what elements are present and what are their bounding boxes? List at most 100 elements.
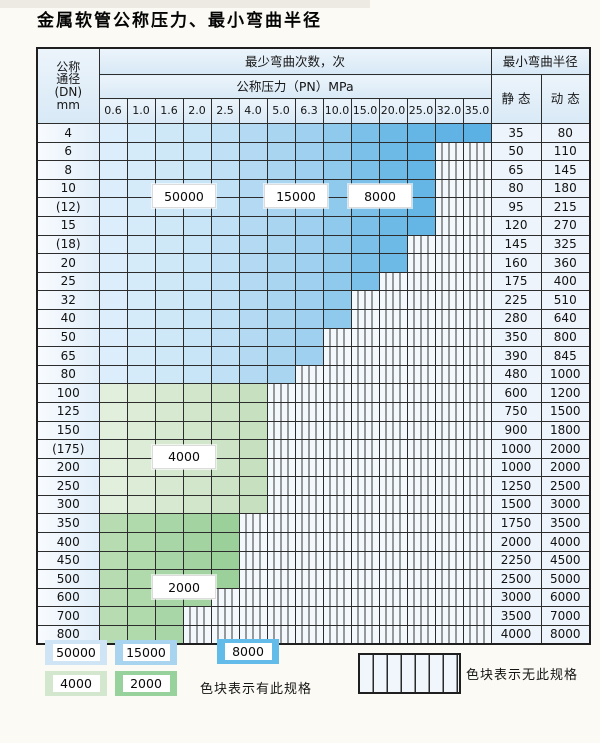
static-radius-value: 35 xyxy=(490,123,542,143)
static-radius-value: 1750 xyxy=(490,513,542,534)
spec-cell-unavailable xyxy=(322,364,352,385)
spec-cell-available xyxy=(210,550,240,571)
dynamic-radius-value: 180 xyxy=(540,178,591,199)
static-radius-value: 1250 xyxy=(490,476,542,496)
spec-cell-unavailable xyxy=(406,625,436,645)
static-radius-value: 1000 xyxy=(490,457,542,478)
dynamic-header: 动 态 xyxy=(540,74,591,124)
spec-cell-available xyxy=(266,346,296,366)
dynamic-radius-value: 8000 xyxy=(540,625,591,645)
dynamic-radius-value: 400 xyxy=(540,271,591,292)
spec-cell-available xyxy=(294,271,324,292)
spec-cell-available xyxy=(126,494,156,515)
spec-cell-available xyxy=(294,234,324,255)
dynamic-radius-value: 7000 xyxy=(540,606,591,627)
dynamic-radius-value: 800 xyxy=(540,327,591,348)
pressure-col-header-20.0: 20.0 xyxy=(378,98,408,124)
spec-cell-unavailable xyxy=(406,271,436,292)
dn-value: 4 xyxy=(36,123,100,143)
spec-cell-available xyxy=(126,550,156,571)
dynamic-radius-value: 215 xyxy=(540,197,591,217)
spec-cell-available xyxy=(182,532,212,552)
spec-cell-available xyxy=(210,234,240,255)
spec-cell-unavailable xyxy=(294,625,324,645)
spec-cell-available xyxy=(154,327,184,348)
pressure-col-header-0.6: 0.6 xyxy=(98,98,128,124)
dynamic-radius-value: 510 xyxy=(540,290,591,310)
spec-cell-available xyxy=(182,513,212,534)
static-header: 静 态 xyxy=(490,74,542,124)
static-radius-value: 600 xyxy=(490,383,542,403)
spec-row-dn-8: 8 65 145 xyxy=(36,160,591,180)
spec-cell-unavailable xyxy=(322,327,352,348)
spec-cell-unavailable xyxy=(434,457,464,478)
spec-cell-available xyxy=(126,532,156,552)
spec-cell-available xyxy=(266,141,296,162)
spec-cell-available xyxy=(378,141,408,162)
spec-cell-available xyxy=(210,178,240,199)
pressure-col-header-6.3: 6.3 xyxy=(294,98,324,124)
spec-cell-unavailable xyxy=(294,383,324,403)
spec-cell-unavailable xyxy=(434,253,464,273)
legend-swatch-50000-value: 50000 xyxy=(52,644,100,661)
static-radius-value: 1000 xyxy=(490,439,542,459)
spec-cell-available xyxy=(210,532,240,552)
spec-cell-unavailable xyxy=(406,494,436,515)
spec-cell-unavailable xyxy=(462,271,492,292)
dn-value: 80 xyxy=(36,364,100,385)
dynamic-radius-value: 325 xyxy=(540,234,591,255)
spec-cell-unavailable xyxy=(462,383,492,403)
spec-cell-available xyxy=(126,457,156,478)
spec-row-dn-125: 125 750 1500 xyxy=(36,401,591,422)
spec-cell-unavailable xyxy=(406,308,436,329)
spec-cell-unavailable xyxy=(350,494,380,515)
spec-cell-unavailable xyxy=(434,476,464,496)
spec-row-dn-250: 250 1250 2500 xyxy=(36,476,591,496)
spec-cell-available xyxy=(294,160,324,180)
spec-cell-unavailable xyxy=(266,383,296,403)
static-radius-value: 2000 xyxy=(490,532,542,552)
spec-cell-available xyxy=(98,123,128,143)
spec-cell-unavailable xyxy=(266,587,296,608)
scan-edge-strip xyxy=(0,0,370,8)
spec-cell-unavailable xyxy=(406,401,436,422)
static-radius-value: 80 xyxy=(490,178,542,199)
bend-count-label-50000: 50000 xyxy=(152,184,216,209)
spec-cell-unavailable xyxy=(238,606,268,627)
spec-cell-available xyxy=(182,234,212,255)
spec-row-dn-100: 100 600 1200 xyxy=(36,383,591,403)
spec-cell-unavailable xyxy=(322,532,352,552)
static-radius-value: 1500 xyxy=(490,494,542,515)
spec-cell-unavailable xyxy=(210,606,240,627)
spec-cell-available xyxy=(126,215,156,236)
spec-cell-unavailable xyxy=(434,234,464,255)
dn-value: 15 xyxy=(36,215,100,236)
spec-cell-unavailable xyxy=(406,327,436,348)
spec-cell-unavailable xyxy=(266,532,296,552)
spec-cell-unavailable xyxy=(434,215,464,236)
legend-no-spec-label: 色块表示无此规格 xyxy=(466,668,579,683)
spec-cell-available xyxy=(210,160,240,180)
spec-cell-unavailable xyxy=(350,569,380,589)
spec-cell-unavailable xyxy=(266,457,296,478)
spec-cell-unavailable xyxy=(434,606,464,627)
spec-cell-unavailable xyxy=(322,494,352,515)
spec-cell-available xyxy=(322,234,352,255)
spec-cell-available xyxy=(98,141,128,162)
spec-cell-unavailable xyxy=(406,587,436,608)
pressure-col-header-10.0: 10.0 xyxy=(322,98,352,124)
spec-cell-available xyxy=(98,364,128,385)
spec-cell-unavailable xyxy=(406,513,436,534)
spec-cell-available xyxy=(126,587,156,608)
legend-swatch-15000-value: 15000 xyxy=(122,644,170,661)
spec-cell-unavailable xyxy=(350,439,380,459)
spec-cell-available xyxy=(266,234,296,255)
dynamic-radius-value: 4500 xyxy=(540,550,591,571)
dn-value: 200 xyxy=(36,457,100,478)
spec-cell-unavailable xyxy=(378,308,408,329)
spec-row-dn-700: 700 3500 7000 xyxy=(36,606,591,627)
dynamic-radius-value: 110 xyxy=(540,141,591,162)
dynamic-radius-value: 5000 xyxy=(540,569,591,589)
spec-cell-unavailable xyxy=(350,420,380,441)
